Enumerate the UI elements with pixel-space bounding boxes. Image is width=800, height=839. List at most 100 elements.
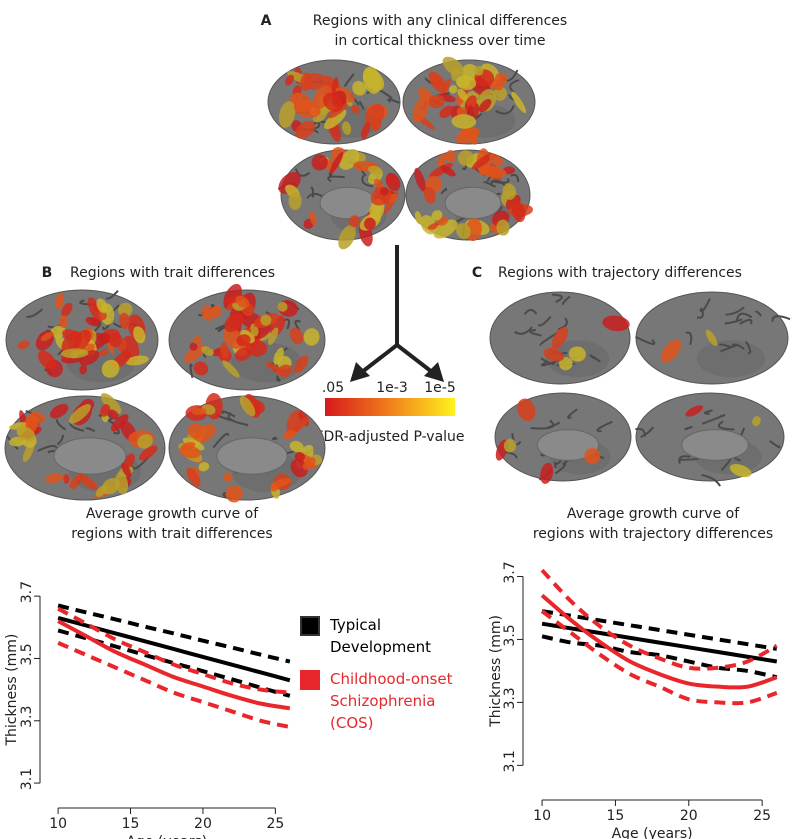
x-tick-label: 25: [753, 808, 771, 824]
effect-patch: [543, 347, 565, 362]
sulcus: [310, 186, 314, 198]
chart-title: Average growth curve of: [86, 506, 259, 522]
effect-patch: [540, 462, 554, 484]
sulcus: [754, 310, 763, 317]
brain: [635, 291, 791, 385]
effect-patch: [45, 473, 64, 483]
sulcus: [105, 289, 119, 300]
effect-patch: [294, 451, 306, 462]
brain: [5, 289, 159, 391]
brain: [635, 392, 785, 487]
effect-patch: [311, 154, 328, 171]
effect-patch: [436, 153, 448, 167]
x-axis-label: Age (years): [612, 826, 693, 839]
effect-patch: [138, 445, 158, 461]
sulcus: [217, 325, 226, 333]
brain-lobe: [696, 340, 766, 378]
sulcus: [85, 427, 96, 433]
effect-patch: [385, 172, 401, 191]
effect-patch: [236, 334, 251, 347]
effect-patch: [440, 165, 456, 177]
sulcus: [635, 335, 656, 345]
effect-patch: [303, 328, 320, 346]
effect-patch: [121, 462, 132, 478]
sulcus: [735, 312, 753, 322]
effect-patch: [137, 434, 153, 449]
effect-patch: [451, 114, 477, 129]
effect-patch: [69, 475, 81, 490]
panel-label: A: [261, 13, 272, 29]
arrow: [360, 245, 434, 374]
x-tick-label: 15: [122, 816, 140, 832]
y-axis-label: Thickness (mm): [4, 634, 20, 747]
effect-patch: [455, 75, 477, 90]
effect-patch: [79, 364, 87, 375]
effect-patch: [705, 329, 718, 347]
effect-patch: [193, 336, 202, 345]
sulcus: [696, 307, 704, 319]
colorbar: [325, 398, 455, 416]
sulcus: [189, 363, 194, 379]
effect-patch: [245, 339, 268, 357]
effect-patch: [364, 217, 376, 231]
effect-patch: [289, 417, 310, 435]
sulcus: [596, 420, 613, 433]
sulcus: [55, 418, 67, 431]
effect-patch: [493, 86, 507, 101]
effect-patch: [365, 104, 385, 127]
effect-patch: [300, 72, 312, 92]
sulcus: [718, 343, 732, 349]
effect-patch: [9, 436, 27, 447]
medial-wall: [216, 437, 288, 475]
medial-wall: [681, 429, 749, 461]
effect-patch: [201, 305, 215, 321]
sulcus: [529, 329, 542, 337]
effect-patch: [77, 473, 98, 490]
effect-patch: [511, 91, 527, 114]
x-tick-label: 25: [266, 816, 284, 832]
sulcus: [769, 440, 781, 449]
brain: [168, 392, 326, 503]
brain: [402, 56, 536, 145]
y-tick-label: 3.1: [502, 750, 518, 772]
brain: [267, 59, 401, 145]
effect-patch: [329, 152, 344, 174]
effect-patch: [223, 472, 233, 482]
arrow-head: [424, 362, 444, 382]
sulcus: [6, 435, 19, 450]
brain: [168, 283, 326, 391]
panel-title: Regions with trait differences: [70, 265, 275, 281]
sulcus: [327, 175, 345, 183]
sulcus: [294, 168, 311, 177]
x-tick-label: 20: [680, 808, 698, 824]
colorbar-tick: 1e-5: [424, 380, 455, 396]
effect-patch: [61, 302, 73, 317]
effect-patch: [100, 393, 122, 414]
ci-line: [57, 606, 291, 695]
sulcus: [358, 100, 365, 111]
effect-patch: [414, 211, 422, 225]
y-tick-label: 3.3: [19, 706, 35, 728]
effect-patch: [186, 467, 201, 487]
sulcus: [361, 175, 374, 188]
effect-patch: [752, 416, 761, 427]
effect-patch: [473, 65, 484, 76]
ci-line: [540, 609, 778, 706]
effect-patch: [101, 477, 120, 495]
effect-patch: [100, 404, 111, 417]
effect-patch: [372, 203, 383, 215]
sulcus: [510, 173, 520, 183]
effect-patch: [285, 74, 295, 86]
effect-patch: [685, 405, 703, 417]
sulcus: [387, 98, 400, 104]
effect-patch: [322, 93, 344, 112]
effect-patch: [442, 56, 464, 76]
sulcus: [37, 444, 58, 452]
effect-patch: [469, 95, 477, 108]
effect-patch: [568, 346, 586, 362]
sulcus: [635, 427, 647, 437]
sulcus: [725, 306, 745, 316]
sulcus: [523, 308, 538, 315]
sulcus: [701, 473, 722, 487]
